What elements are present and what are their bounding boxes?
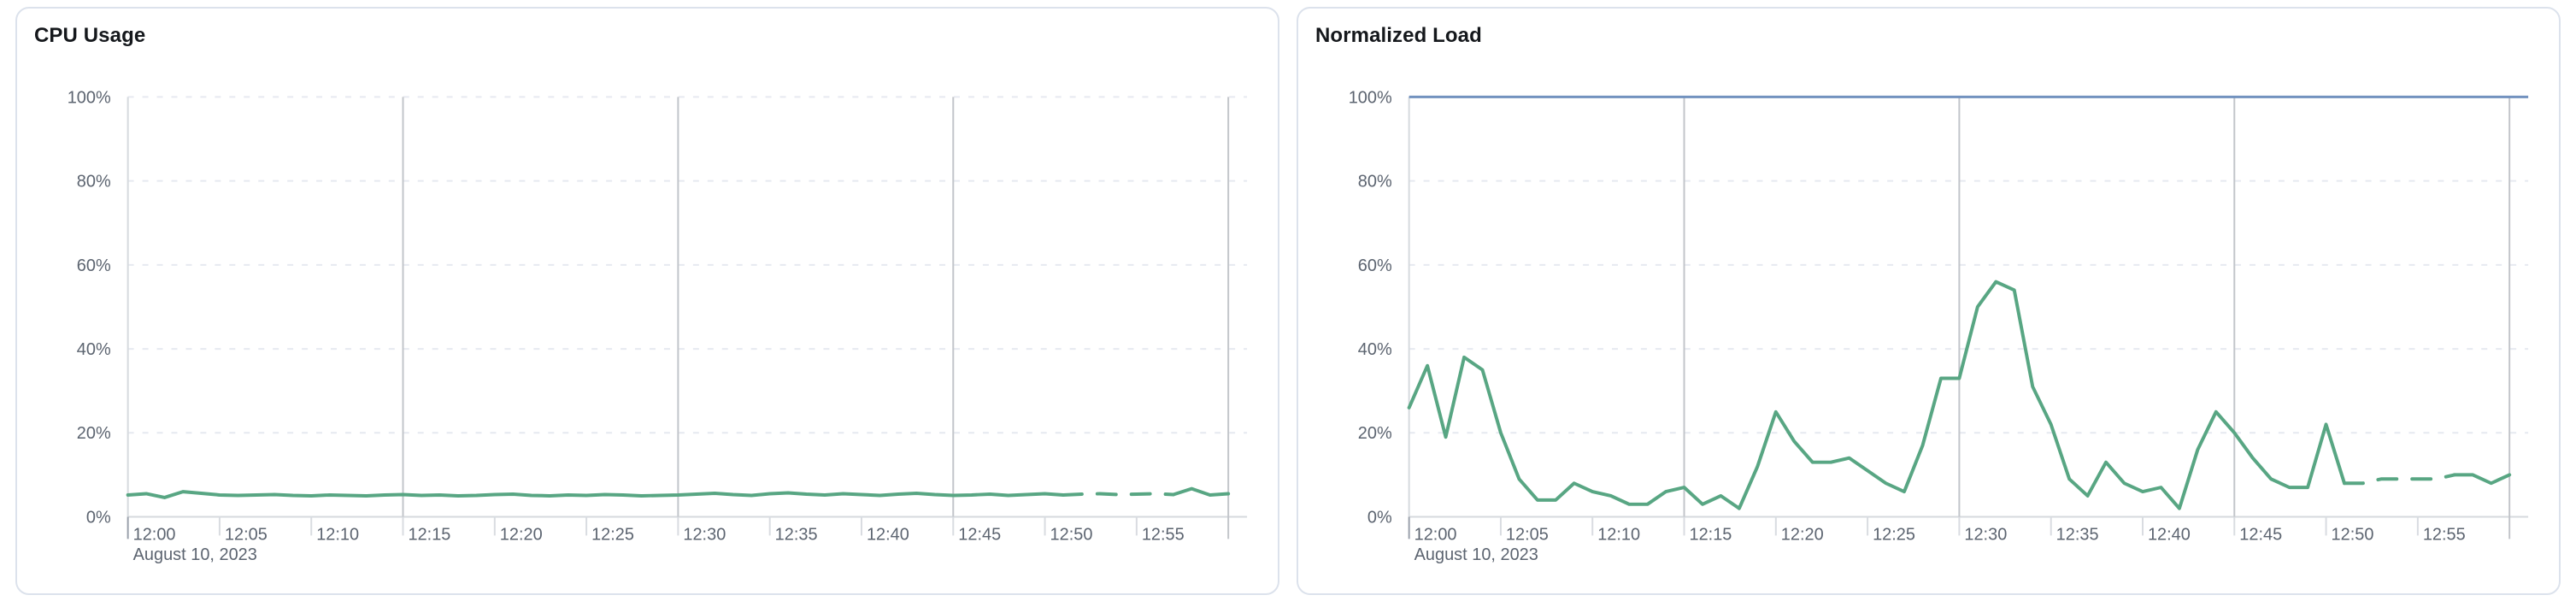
- x-tick-label: 12:25: [1873, 525, 1915, 544]
- x-tick-label: 12:35: [775, 525, 818, 544]
- x-tick-label: 12:40: [867, 525, 909, 544]
- normalized-load-line-solid: [1407, 280, 2346, 510]
- x-tick-label: 12:15: [409, 525, 451, 544]
- x-tick-label: 12:55: [2423, 525, 2466, 544]
- x-tick-label: 12:45: [958, 525, 1001, 544]
- x-tick-label: 12:50: [2332, 525, 2374, 544]
- normalized-load-card: Normalized Load 12:00 12:05 12:10 12:15 12:2…: [1297, 7, 2561, 595]
- x-tick-label: 12:50: [1050, 525, 1093, 544]
- y-tick-label: 40%: [1358, 340, 1392, 359]
- x-tick-label: 12:10: [316, 525, 359, 544]
- cpu-usage-card: CPU Usage 12:00 12:05 12:10 12:15 12:20 12:25…: [15, 7, 1279, 595]
- cpu-usage-line-solid-end: [1171, 486, 1231, 497]
- y-tick-label: 80%: [77, 173, 111, 192]
- y-tick-label: 60%: [77, 256, 111, 275]
- x-axis-date-label: August 10, 2023: [133, 545, 257, 564]
- x-tick-label: 12:30: [683, 525, 726, 544]
- normalized-load-line-dashed: [2342, 473, 2456, 486]
- x-tick-label: 12:55: [1142, 525, 1185, 544]
- x-tick-label: 12:45: [2239, 525, 2282, 544]
- x-tick-label: 12:35: [2056, 525, 2099, 544]
- normalized-load-title: Normalized Load: [1315, 24, 1482, 47]
- y-tick-label: 0%: [1367, 509, 1392, 527]
- x-tick-label: 12:05: [225, 525, 268, 544]
- y-tick-label: 40%: [77, 340, 111, 359]
- x-tick-label: 12:00: [1414, 525, 1457, 544]
- x-tick-label: 12:20: [500, 525, 543, 544]
- y-tick-label: 100%: [1349, 88, 1392, 107]
- cpu-usage-line-solid: [126, 490, 1065, 499]
- normalized-load-line-solid-end: [2452, 473, 2512, 486]
- x-tick-label: 12:00: [133, 525, 176, 544]
- x-tick-label: 12:05: [1506, 525, 1549, 544]
- x-axis-date-label: August 10, 2023: [1414, 545, 1538, 564]
- x-tick-label: 12:25: [591, 525, 634, 544]
- x-tick-label: 12:10: [1597, 525, 1640, 544]
- x-tick-label: 12:20: [1781, 525, 1824, 544]
- cpu-usage-title: CPU Usage: [34, 24, 146, 47]
- normalized-load-chart[interactable]: 12:00 12:05 12:10 12:15 12:20 12:25 12:30 12:35…: [1298, 9, 2559, 593]
- y-tick-label: 20%: [77, 424, 111, 443]
- x-tick-label: 12:40: [2148, 525, 2191, 544]
- y-tick-label: 0%: [86, 509, 111, 527]
- y-tick-label: 20%: [1358, 424, 1392, 443]
- y-tick-label: 60%: [1358, 256, 1392, 275]
- cpu-usage-chart[interactable]: 12:00 12:05 12:10 12:15 12:20 12:25 12:30 12:35…: [17, 9, 1278, 593]
- x-tick-label: 12:15: [1690, 525, 1732, 544]
- y-tick-label: 80%: [1358, 173, 1392, 192]
- cpu-usage-line-dashed: [1061, 492, 1175, 497]
- x-tick-label: 12:30: [1964, 525, 2007, 544]
- y-tick-label: 100%: [68, 88, 111, 107]
